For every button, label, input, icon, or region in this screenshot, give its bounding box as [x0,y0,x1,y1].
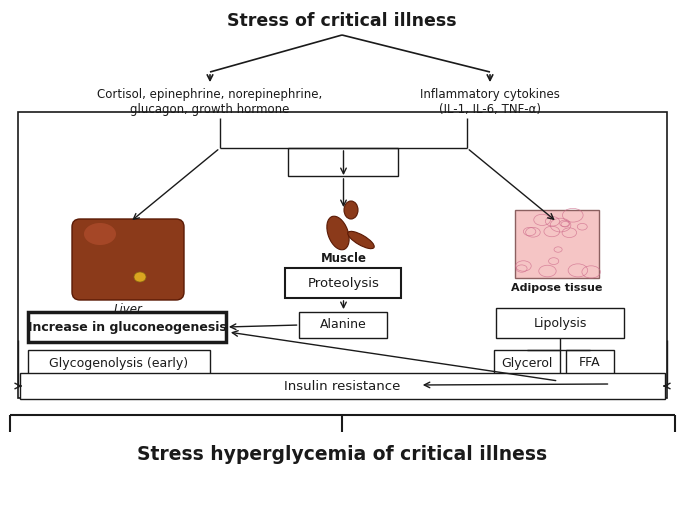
Ellipse shape [84,223,116,245]
Bar [299,312,388,338]
Text: Proteolysis: Proteolysis [308,276,379,290]
Text: Glycogenolysis (early): Glycogenolysis (early) [49,357,188,369]
Text: Liver: Liver [114,303,142,316]
Bar [566,350,614,376]
Text: Glycerol: Glycerol [501,357,553,369]
Bar [20,373,665,399]
Text: Alanine: Alanine [320,318,367,332]
Text: Cortisol, epinephrine, norepinephrine,
glucagon, growth hormone: Cortisol, epinephrine, norepinephrine, g… [97,88,323,116]
Text: Stress hyperglycemia of critical illness: Stress hyperglycemia of critical illness [138,445,547,464]
Bar [28,350,210,376]
Bar [494,350,560,376]
Bar [496,308,624,338]
Ellipse shape [348,231,374,249]
Ellipse shape [327,216,349,250]
Ellipse shape [134,272,146,282]
Text: Stress of critical illness: Stress of critical illness [227,12,457,30]
Text: Increase in gluconeogenesis: Increase in gluconeogenesis [27,320,226,334]
Text: Inflammatory cytokines
(IL-1, IL-6, TNF-α): Inflammatory cytokines (IL-1, IL-6, TNF-… [420,88,560,116]
Bar [286,268,401,298]
Text: Insulin resistance: Insulin resistance [284,380,401,392]
Text: FFA: FFA [580,357,601,369]
Bar [18,112,667,398]
Ellipse shape [344,201,358,219]
Bar [288,148,399,176]
Ellipse shape [140,228,175,256]
Text: Adipose tissue: Adipose tissue [511,283,603,293]
Bar [28,312,226,342]
Text: Lipolysis: Lipolysis [534,316,586,330]
Text: Muscle: Muscle [321,252,366,265]
Bar [515,210,599,278]
FancyBboxPatch shape [72,219,184,300]
